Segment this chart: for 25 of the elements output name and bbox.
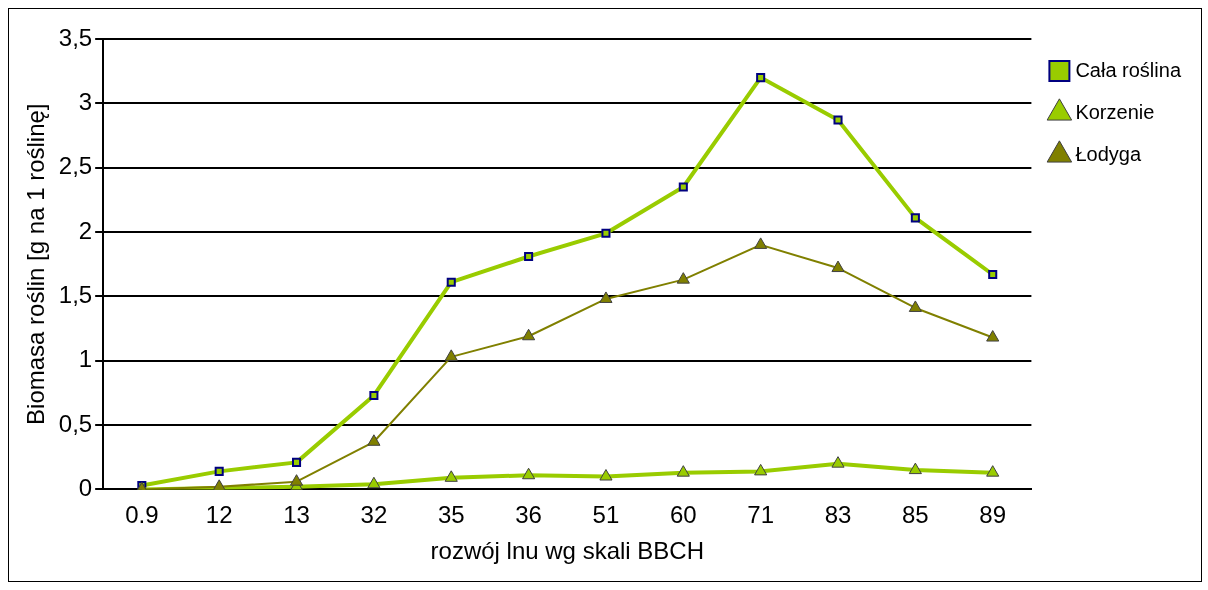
x-tick-label: 35 bbox=[437, 501, 465, 529]
y-axis-title: Biomasa roślin [g na 1 roślinę] bbox=[22, 103, 50, 425]
x-tick-label: 71 bbox=[747, 501, 775, 529]
legend-label: Łodyga bbox=[1075, 142, 1142, 165]
y-tick-label: 2,5 bbox=[58, 152, 93, 180]
x-tick-label: 60 bbox=[669, 501, 697, 529]
y-tick-label: 3 bbox=[78, 87, 93, 115]
x-tick-label: 85 bbox=[902, 501, 929, 529]
y-tick-label: 0 bbox=[78, 474, 93, 502]
y-tick-label: 1,5 bbox=[58, 281, 93, 308]
x-tick-label: 13 bbox=[283, 501, 310, 529]
y-tick-label: 2 bbox=[78, 216, 93, 244]
x-tick-label: 51 bbox=[592, 501, 620, 529]
x-axis-title: rozwój lnu wg skali BBCH bbox=[430, 537, 704, 565]
y-tick-label: 1 bbox=[78, 345, 93, 373]
y-tick-label: 0,5 bbox=[58, 409, 93, 437]
x-tick-label: 89 bbox=[979, 501, 1007, 529]
x-tick-label: 32 bbox=[360, 501, 388, 529]
legend-label: Korzenie bbox=[1075, 100, 1155, 123]
x-tick-label: 36 bbox=[515, 501, 542, 529]
x-tick-label: 0.9 bbox=[125, 501, 159, 529]
x-tick-label: 83 bbox=[824, 501, 852, 529]
legend-label: Cała roślina bbox=[1075, 58, 1182, 81]
x-tick-label: 12 bbox=[205, 501, 233, 529]
y-tick-label: 3,5 bbox=[58, 23, 93, 51]
